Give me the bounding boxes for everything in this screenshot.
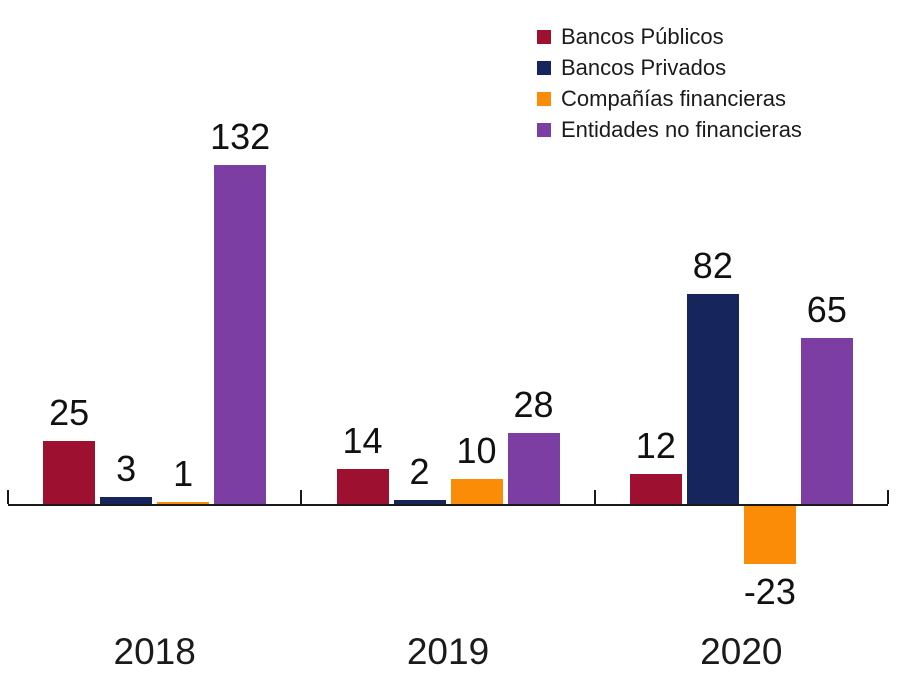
legend-label: Compañías financieras — [561, 85, 787, 111]
x-axis-line — [8, 504, 888, 506]
bar — [800, 337, 853, 505]
bar-value-label: 1 — [173, 453, 194, 495]
x-axis-label: 2020 — [700, 631, 783, 672]
bar — [336, 468, 389, 505]
legend-item: Bancos Privados — [537, 52, 802, 83]
legend-item: Entidades no financieras — [537, 114, 802, 145]
bar — [743, 505, 796, 565]
bar — [214, 165, 267, 505]
legend-label: Entidades no financieras — [561, 116, 802, 142]
legend-label: Bancos Privados — [561, 54, 727, 80]
bar-value-label: 65 — [806, 288, 847, 330]
bar — [629, 474, 682, 505]
legend-label: Bancos Públicos — [561, 23, 724, 49]
legend-item: Bancos Públicos — [537, 21, 802, 52]
bar-value-label: 3 — [116, 448, 137, 490]
bar-value-label: 132 — [210, 116, 271, 157]
bar — [100, 497, 153, 505]
bar-value-label: 12 — [635, 425, 676, 467]
legend-swatch-icon — [537, 60, 551, 75]
bar — [157, 502, 210, 505]
bar-value-label: 25 — [49, 391, 90, 433]
x-axis-label: 2018 — [113, 631, 196, 672]
bar — [686, 293, 739, 505]
bar — [450, 479, 503, 505]
bar-value-label: 10 — [456, 430, 497, 472]
bar — [393, 499, 446, 505]
legend-swatch-icon — [537, 122, 551, 137]
x-axis-tick — [593, 490, 596, 504]
bar-value-label: 14 — [342, 419, 383, 461]
legend-swatch-icon — [537, 29, 551, 44]
bar — [43, 440, 96, 505]
x-axis-label: 2019 — [406, 631, 490, 672]
legend-item: Compañías financieras — [537, 83, 802, 114]
bar — [507, 432, 560, 505]
bar-value-label: 28 — [513, 383, 554, 425]
bar-value-label: -23 — [743, 571, 796, 613]
legend-swatch-icon — [537, 91, 551, 106]
x-axis-tick — [7, 490, 9, 504]
x-axis-tick — [887, 490, 889, 504]
bar-value-label: 2 — [409, 450, 430, 492]
legend: Bancos Públicos Bancos Privados Compañías … — [537, 21, 802, 145]
x-axis-tick — [300, 490, 303, 504]
bar-value-label: 82 — [692, 244, 733, 286]
